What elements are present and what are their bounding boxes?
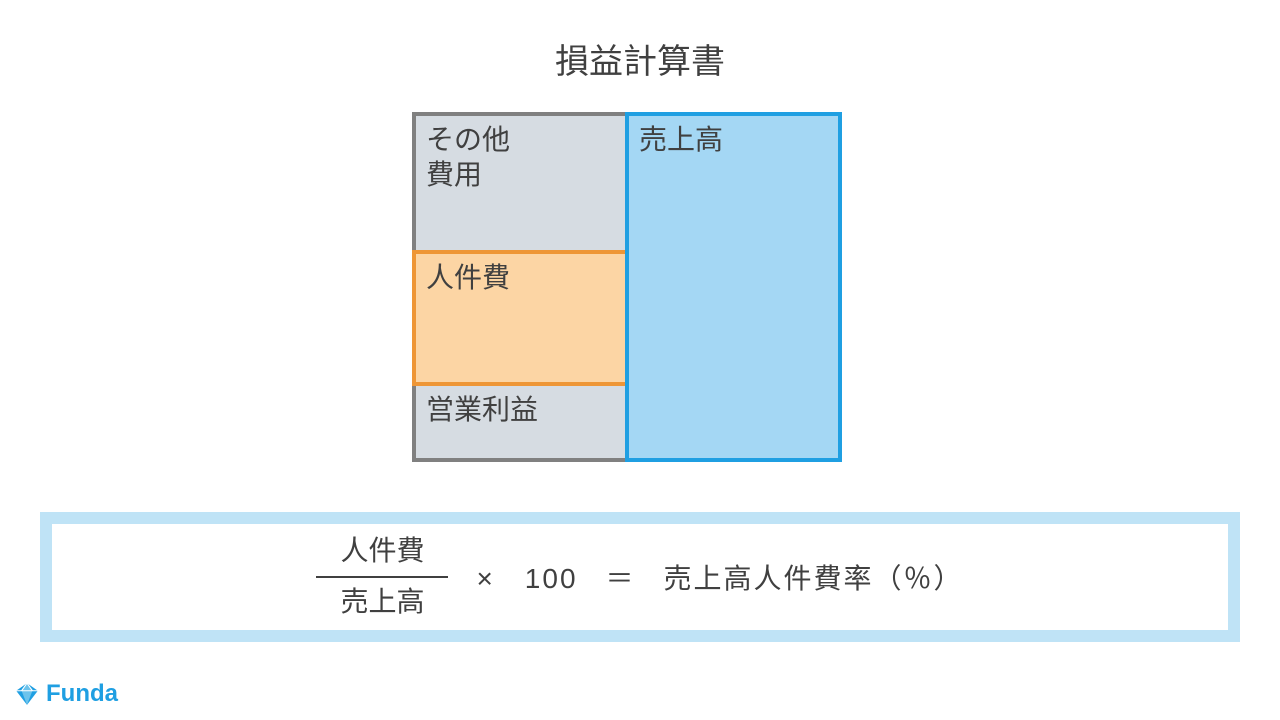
- chart-right-column: 売上高: [627, 114, 840, 460]
- formula-times-100: × 100: [476, 557, 577, 597]
- brand-logo: Funda: [14, 680, 118, 708]
- diamond-icon: [14, 681, 40, 707]
- chart-cell: 売上高: [625, 112, 842, 462]
- chart-cell: 人件費: [412, 250, 629, 385]
- chart-cell: 営業利益: [414, 384, 627, 460]
- chart-left-column: その他 費用人件費営業利益: [414, 114, 627, 460]
- brand-name: Funda: [46, 680, 118, 708]
- formula-result: 売上高人件費率（％）: [664, 557, 964, 597]
- formula-equals: ＝: [606, 557, 636, 597]
- pl-chart: その他 費用人件費営業利益 売上高: [412, 112, 842, 462]
- formula-box: 人件費 売上高 × 100 ＝ 売上高人件費率（％）: [40, 512, 1240, 642]
- formula-numerator: 人件費: [316, 529, 448, 576]
- diagram-title: 損益計算書: [0, 34, 1280, 83]
- chart-cell: その他 費用: [414, 114, 627, 252]
- formula-denominator: 売上高: [316, 578, 448, 625]
- formula-fraction: 人件費 売上高: [316, 529, 448, 625]
